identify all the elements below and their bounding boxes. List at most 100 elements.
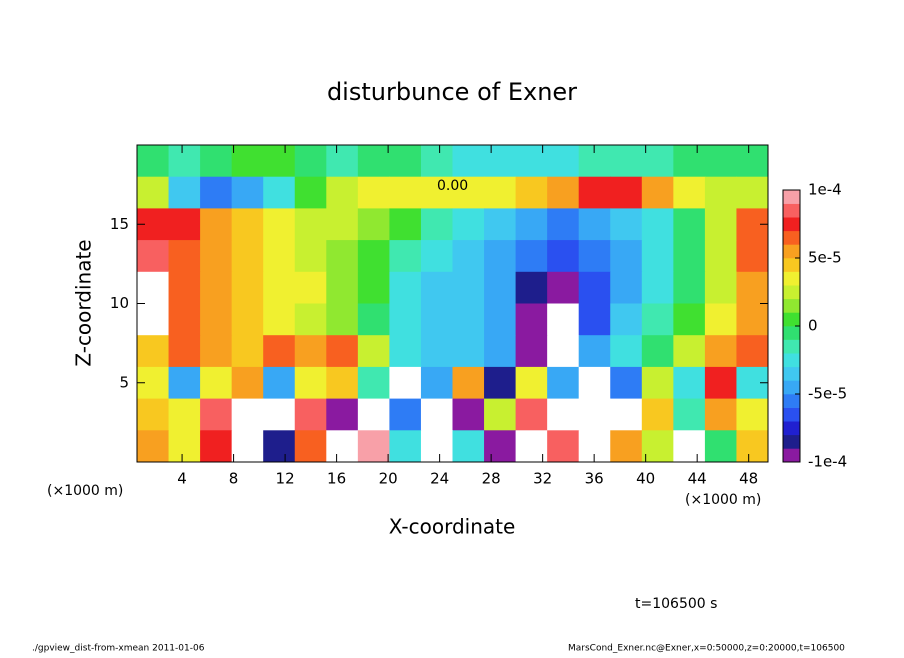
x-axis-label: X-coordinate: [389, 515, 516, 539]
field-cell: [641, 271, 674, 304]
y-axis-label: Z-coordinate: [72, 239, 96, 366]
field-cell: [420, 430, 453, 463]
field-cell: [547, 430, 580, 463]
field-cell: [357, 335, 390, 368]
field-cell: [484, 398, 517, 431]
field-cell: [357, 145, 390, 178]
field-cell: [231, 335, 264, 368]
field-cell: [578, 208, 611, 241]
field-cell: [515, 303, 548, 336]
colorbar-band: [783, 285, 800, 300]
field-cell: [357, 430, 390, 463]
field-cell: [294, 271, 327, 304]
field-cell: [231, 271, 264, 304]
x-tick-label: 20: [379, 470, 398, 488]
field-cell: [578, 240, 611, 273]
field-cell: [168, 240, 201, 273]
field-cell: [200, 335, 233, 368]
colorbar-band: [783, 339, 800, 354]
field-cell: [610, 240, 643, 273]
field-cell: [231, 366, 264, 400]
field-cell: [326, 335, 359, 368]
field-cell: [420, 366, 453, 400]
field-cell: [294, 398, 327, 431]
field-cell: [168, 208, 201, 241]
field-cell: [231, 240, 264, 273]
field-cell: [326, 271, 359, 304]
field-cell: [578, 398, 611, 431]
field-cell: [200, 430, 233, 463]
field-cell: [736, 303, 769, 336]
x-tick-label: 8: [229, 470, 239, 488]
field-cell: [610, 145, 643, 178]
colorbar-band: [783, 271, 800, 286]
field-cell: [294, 240, 327, 273]
field-cell: [294, 430, 327, 463]
field-cell: [704, 145, 737, 178]
field-cell: [736, 335, 769, 368]
field-cell: [673, 208, 706, 241]
contour-label: 0.00: [437, 178, 468, 194]
field-cell: [326, 430, 359, 463]
colorbar-band: [783, 312, 800, 327]
field-cell: [137, 176, 170, 209]
field-cell: [231, 208, 264, 241]
footer-right: MarsCond_Exner.nc@Exner,x=0:50000,z=0:20…: [568, 644, 845, 654]
field-cell: [263, 240, 296, 273]
field-cell: [673, 303, 706, 336]
field-cell: [547, 398, 580, 431]
field-cell: [263, 145, 296, 178]
field-cell: [168, 398, 201, 431]
time-label: t=106500 s: [635, 596, 717, 612]
field-cell: [137, 145, 170, 178]
field-cell: [578, 176, 611, 209]
field-cell: [200, 240, 233, 273]
field-cell: [389, 240, 422, 273]
field-cell: [200, 145, 233, 178]
field-cell: [484, 430, 517, 463]
field-cell: [231, 176, 264, 209]
field-cell: [294, 303, 327, 336]
field-cell: [515, 176, 548, 209]
colorbar-band: [783, 230, 800, 245]
x-tick-label: 44: [688, 470, 707, 488]
x-tick-label: 32: [533, 470, 552, 488]
colorbar-band: [783, 366, 800, 381]
colorbar-band: [783, 217, 800, 232]
field-cell: [641, 335, 674, 368]
field-cell: [326, 366, 359, 400]
field-cell: [168, 271, 201, 304]
field-cell: [168, 176, 201, 209]
field-cell: [484, 145, 517, 178]
field-cell: [578, 335, 611, 368]
y-tick-label: 15: [110, 215, 129, 233]
field-cell: [326, 398, 359, 431]
field-cell: [263, 398, 296, 431]
field-cell: [515, 335, 548, 368]
field-cell: [704, 398, 737, 431]
field-cell: [673, 271, 706, 304]
field-cell: [484, 303, 517, 336]
y-tick-label: 10: [110, 294, 129, 312]
field-cell: [484, 366, 517, 400]
colorbar-band: [783, 258, 800, 272]
field-cell: [547, 303, 580, 336]
field-cell: [420, 398, 453, 431]
field-cell: [420, 335, 453, 368]
field-cell: [168, 430, 201, 463]
footer-left: ./gpview_dist-from-xmean 2011-01-06: [32, 644, 205, 654]
field-cell: [294, 335, 327, 368]
field-cell: [547, 208, 580, 241]
field-cell: [294, 145, 327, 178]
field-cell: [357, 208, 390, 241]
colorbar-band: [783, 380, 800, 395]
field-cell: [547, 145, 580, 178]
field-cell: [578, 271, 611, 304]
field-cell: [452, 335, 485, 368]
colorbar-label: 0: [808, 317, 818, 335]
y-tick-label: 5: [119, 373, 129, 391]
field-cell: [610, 335, 643, 368]
field-cell: [389, 335, 422, 368]
x-tick-label: 24: [430, 470, 449, 488]
